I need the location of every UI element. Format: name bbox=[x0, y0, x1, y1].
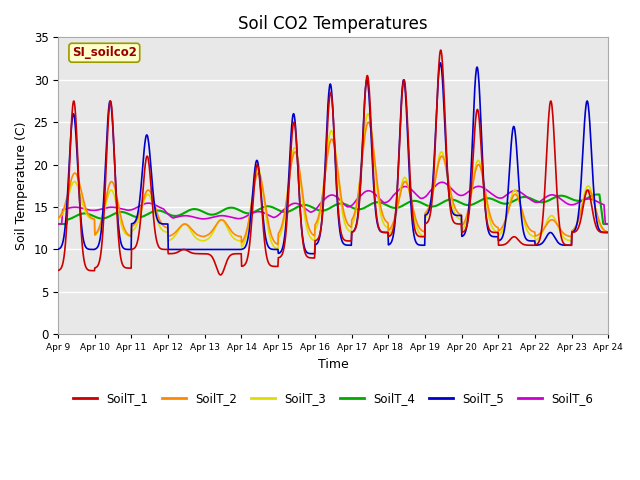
Text: SI_soilco2: SI_soilco2 bbox=[72, 46, 137, 59]
Title: Soil CO2 Temperatures: Soil CO2 Temperatures bbox=[238, 15, 428, 33]
X-axis label: Time: Time bbox=[318, 358, 349, 371]
Legend: SoilT_1, SoilT_2, SoilT_3, SoilT_4, SoilT_5, SoilT_6: SoilT_1, SoilT_2, SoilT_3, SoilT_4, Soil… bbox=[68, 388, 598, 410]
Y-axis label: Soil Temperature (C): Soil Temperature (C) bbox=[15, 121, 28, 250]
